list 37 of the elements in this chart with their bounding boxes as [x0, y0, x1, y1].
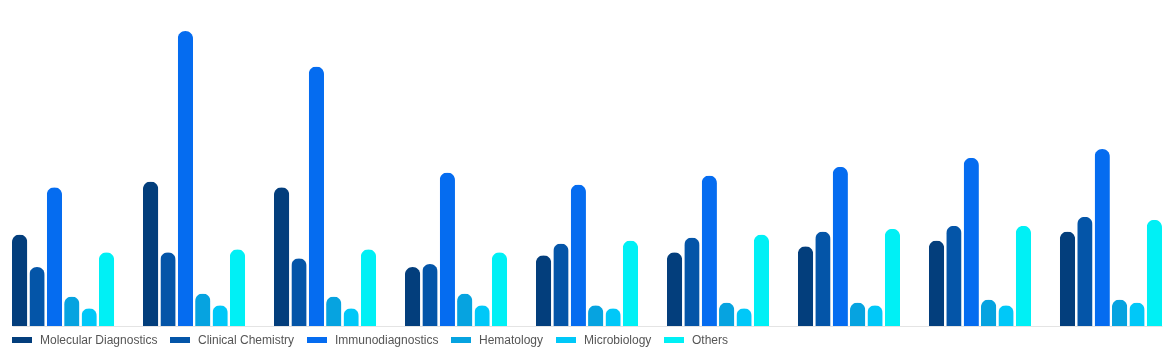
bar [928, 240, 945, 326]
bar [98, 252, 115, 326]
bar [308, 66, 324, 326]
bar [535, 255, 552, 326]
bar [832, 166, 848, 326]
bar [963, 157, 979, 326]
bar [491, 252, 508, 326]
bar [12, 234, 28, 326]
legend-label: Molecular Diagnostics [40, 333, 158, 347]
bar [701, 175, 717, 326]
bar [1059, 231, 1076, 326]
legend-label: Microbiology [584, 333, 652, 347]
bar [815, 231, 831, 326]
legend-label: Hematology [479, 333, 544, 347]
bar [1146, 219, 1162, 326]
bar [177, 31, 194, 326]
bar [946, 225, 962, 326]
bar [753, 234, 770, 326]
bar [666, 252, 683, 326]
bar [273, 187, 290, 326]
bar [404, 267, 421, 326]
bar [439, 172, 455, 326]
bar [570, 184, 586, 326]
bar [684, 237, 700, 326]
legend-label: Immunodiagnostics [335, 333, 439, 347]
bar [1015, 225, 1032, 326]
bar [360, 249, 377, 326]
bar [622, 240, 639, 326]
legend-label: Clinical Chemistry [198, 333, 295, 347]
bar [884, 228, 901, 326]
bar [142, 181, 159, 326]
bar [1077, 216, 1093, 326]
bar [229, 249, 246, 326]
bar [46, 187, 63, 326]
bar [1094, 149, 1110, 326]
bar [797, 246, 814, 326]
legend-label: Others [692, 333, 729, 347]
